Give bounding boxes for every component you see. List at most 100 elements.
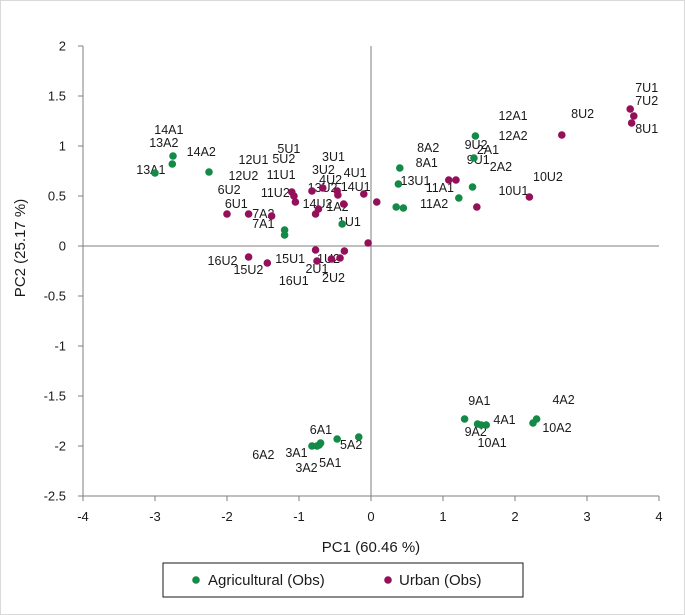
point-label-14A1: 14A1 bbox=[154, 123, 183, 137]
agricultural-point-14A2 bbox=[169, 152, 177, 160]
urban-point-16U2 bbox=[244, 253, 253, 261]
y-tick-label: -1 bbox=[54, 339, 66, 354]
point-label-8A2: 8A2 bbox=[417, 141, 439, 155]
point-label-12A2: 12A2 bbox=[498, 129, 527, 143]
point-label-10U1: 10U1 bbox=[498, 184, 528, 198]
data-points bbox=[151, 105, 638, 450]
urban-point-5U1 bbox=[372, 198, 381, 206]
y-tick-label: 0 bbox=[59, 239, 66, 254]
y-tick-label: 1 bbox=[59, 139, 66, 154]
y-tick-label: 2 bbox=[59, 39, 66, 54]
y-tick-label: -1.5 bbox=[44, 389, 66, 404]
agricultural-point-12U1 bbox=[205, 168, 213, 176]
agricultural-point-10A1 bbox=[482, 421, 491, 429]
urban-point-6U2 bbox=[244, 210, 253, 218]
point-label-15U2: 15U2 bbox=[233, 263, 263, 277]
point-label-15U1: 15U1 bbox=[275, 252, 305, 266]
legend: Agricultural (Obs) Urban (Obs) bbox=[162, 562, 524, 598]
point-label-7A1: 7A1 bbox=[252, 217, 274, 231]
legend-marker-agricultural bbox=[192, 576, 200, 584]
point-label-14A2: 14A2 bbox=[187, 145, 216, 159]
point-label-8A1: 8A1 bbox=[416, 156, 438, 170]
point-label-12U2: 12U2 bbox=[228, 169, 258, 183]
urban-point-5U2 bbox=[308, 187, 316, 195]
agricultural-point-10A2 bbox=[529, 419, 537, 427]
agricultural-point-5A2 bbox=[354, 433, 363, 441]
x-tick-label: -1 bbox=[293, 509, 305, 524]
point-label-4A2: 4A2 bbox=[552, 393, 574, 407]
urban-point-7U1 bbox=[626, 105, 634, 113]
agricultural-point-6A1 bbox=[333, 435, 341, 443]
point-label-4U1: 4U1 bbox=[344, 166, 367, 180]
urban-point-8U2 bbox=[558, 131, 566, 139]
agricultural-point-1U1 bbox=[338, 220, 347, 228]
x-tick-label: -3 bbox=[149, 509, 161, 524]
agricultural-point-8A2 bbox=[396, 164, 404, 172]
point-label-12U1: 12U1 bbox=[239, 153, 269, 167]
point-label-14U2: 14U2 bbox=[303, 197, 333, 211]
point-label-3U2: 3U2 bbox=[312, 163, 335, 177]
agricultural-point-13A1 bbox=[151, 169, 159, 177]
point-label-2A2: 2A2 bbox=[490, 160, 512, 174]
point-label-11U2: 11U2 bbox=[261, 186, 290, 200]
urban-point-14U1 bbox=[339, 200, 348, 208]
y-tick-label: -0.5 bbox=[44, 289, 66, 304]
x-tick-label: 0 bbox=[367, 509, 374, 524]
point-label-4U2: 4U2 bbox=[319, 173, 342, 187]
point-label-11A2: 11A2 bbox=[420, 197, 448, 211]
urban-point-4U2 bbox=[334, 191, 342, 199]
point-label-3U1: 3U1 bbox=[322, 150, 345, 164]
point-label-5A1: 5A1 bbox=[319, 456, 341, 470]
point-label-5U2: 5U2 bbox=[272, 152, 295, 166]
legend-box bbox=[162, 562, 524, 598]
x-axis-title: PC1 (60.46 %) bbox=[322, 539, 420, 556]
point-label-3A2: 3A2 bbox=[295, 461, 317, 475]
agricultural-point-8A1 bbox=[394, 180, 403, 188]
urban-point-6U1 bbox=[223, 210, 231, 218]
agricultural-point-9U2 bbox=[470, 154, 478, 162]
point-label-7U1: 7U1 bbox=[635, 81, 658, 95]
x-tick-label: 2 bbox=[511, 509, 518, 524]
point-label-8U2: 8U2 bbox=[571, 107, 594, 121]
point-label-6U1: 6U1 bbox=[225, 197, 248, 211]
agricultural-point-7A1 bbox=[280, 231, 289, 239]
urban-point-15U2 bbox=[263, 259, 272, 267]
legend-label-agricultural: Agricultural (Obs) bbox=[208, 572, 325, 589]
point-label-12A1: 12A1 bbox=[498, 109, 527, 123]
urban-point-2U1 bbox=[336, 254, 344, 262]
urban-point-1A2 bbox=[311, 210, 320, 218]
x-tick-label: 3 bbox=[583, 509, 590, 524]
agricultural-point-12A1 bbox=[471, 132, 480, 140]
urban-point-10U1 bbox=[473, 203, 481, 211]
agricultural-point-13U1 bbox=[392, 203, 401, 211]
urban-point-9U1 bbox=[444, 176, 453, 184]
agricultural-point-9A1 bbox=[460, 415, 469, 423]
point-label-6A1: 6A1 bbox=[310, 423, 332, 437]
axes: -4 -3 -2 -1 0 1 2 3 4 -2.5 -2 -1.5 -1 -0.5 0 0.5 1 1.5 2 bbox=[44, 39, 663, 525]
y-tick-label: -2 bbox=[54, 439, 66, 454]
point-label-10U2: 10U2 bbox=[533, 170, 563, 184]
urban-point-3U1 bbox=[360, 190, 368, 198]
point-label-2A1: 2A1 bbox=[477, 143, 499, 157]
point-label-16U2: 16U2 bbox=[208, 254, 238, 268]
point-label-10A2: 10A2 bbox=[542, 421, 571, 435]
urban-point-16U1 bbox=[313, 257, 321, 265]
point-label-10A1: 10A1 bbox=[478, 436, 507, 450]
point-label-5U1: 5U1 bbox=[277, 142, 300, 156]
agricultural-point-2A1 bbox=[468, 183, 477, 191]
point-label-3A1: 3A1 bbox=[285, 446, 307, 460]
point-label-5A2: 5A2 bbox=[340, 438, 362, 452]
point-label-4A1: 4A1 bbox=[493, 413, 515, 427]
urban-point-1U2 bbox=[340, 247, 349, 255]
point-label-7U2: 7U2 bbox=[635, 94, 658, 108]
point-label-13A1: 13A1 bbox=[136, 163, 165, 177]
point-label-2U1: 2U1 bbox=[305, 262, 328, 276]
point-label-16U1: 16U1 bbox=[279, 274, 309, 288]
point-label-6U2: 6U2 bbox=[218, 183, 241, 197]
point-label-9A1: 9A1 bbox=[468, 394, 490, 408]
point-label-8U1: 8U1 bbox=[635, 122, 658, 136]
y-tick-label: 1.5 bbox=[48, 89, 66, 104]
urban-point-11U1 bbox=[290, 192, 298, 200]
